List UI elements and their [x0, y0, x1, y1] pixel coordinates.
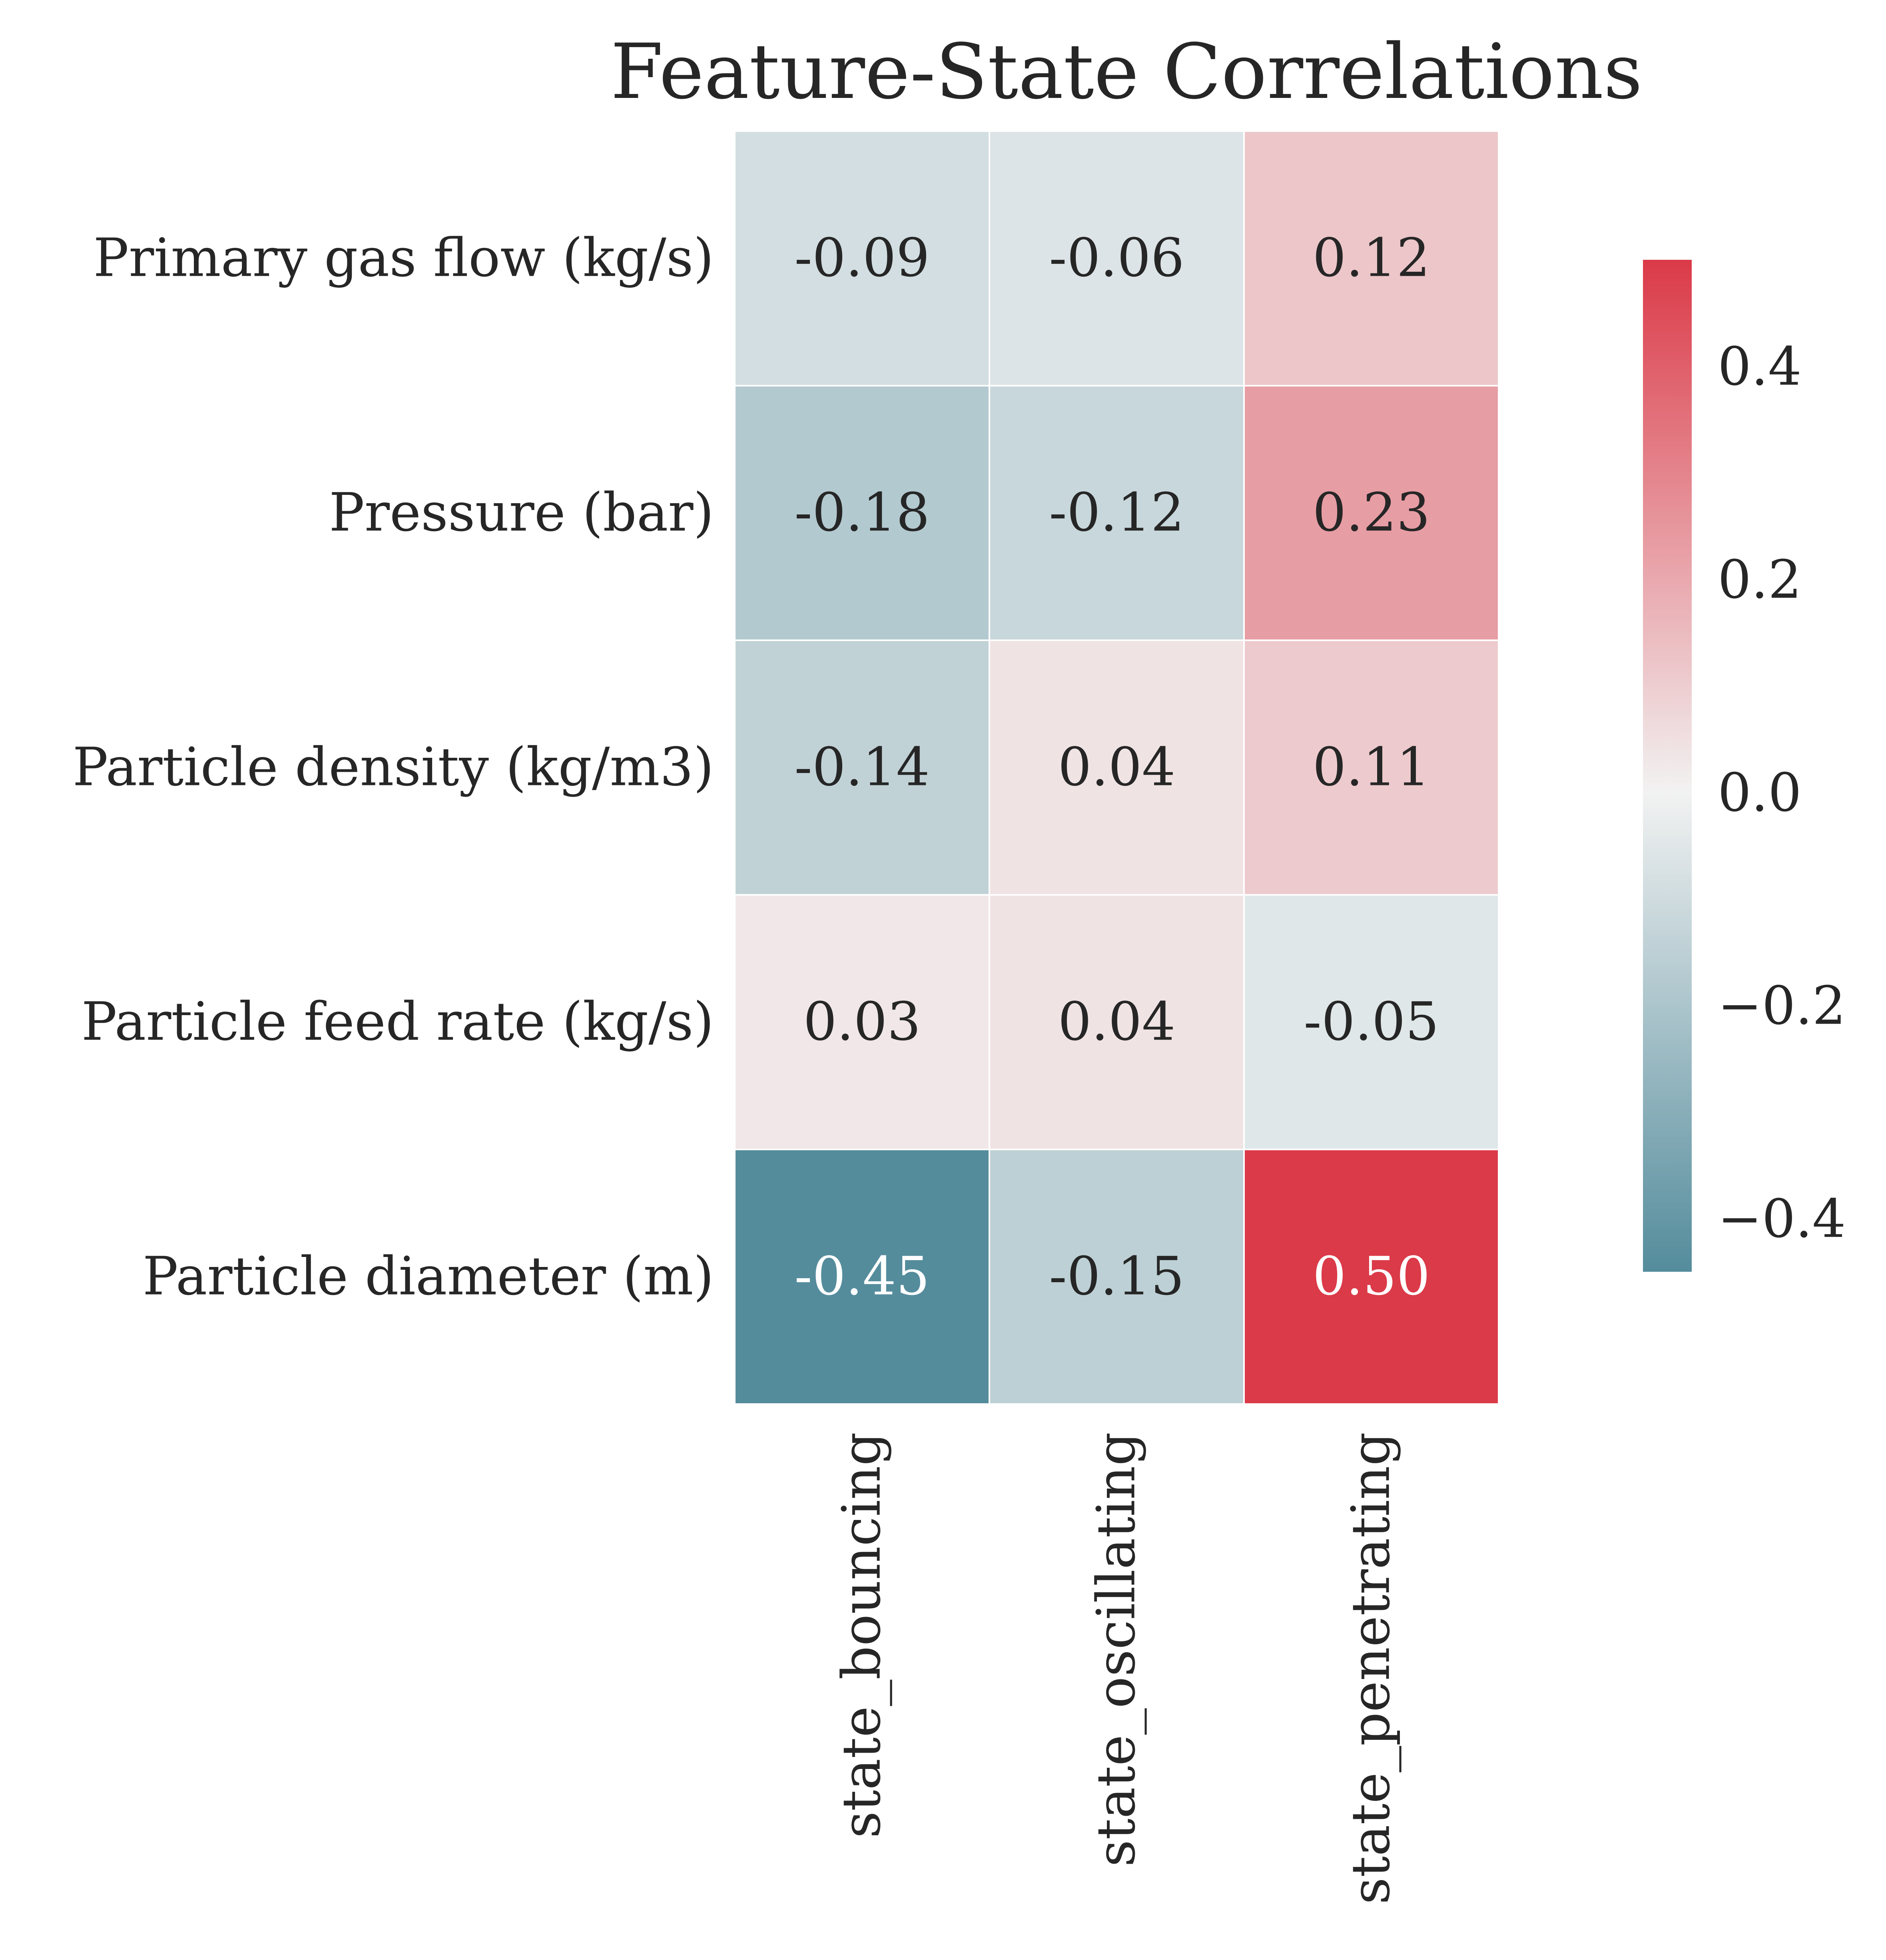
heatmap-cell: [1243, 130, 1499, 386]
cell-value-label: 0.04: [1058, 737, 1176, 798]
heatmap-cell: [734, 639, 990, 896]
heatmap-cells: [734, 130, 1499, 1405]
colorbar-tick-label: −0.2: [1718, 975, 1846, 1037]
column-labels: state_bouncing state_oscillating state_pen…: [831, 1432, 1402, 1904]
heatmap-cell: [989, 1149, 1245, 1405]
cell-value-label: -0.45: [794, 1246, 930, 1307]
heatmap-cell: [734, 385, 990, 641]
heatmap-cell: [734, 1149, 990, 1405]
chart-title: Feature-State Correlations: [610, 28, 1643, 116]
row-labels: Primary gas flow (kg/s) Pressure (bar) Par…: [73, 227, 714, 1307]
cell-value-label: -0.18: [794, 482, 930, 544]
cell-value-label: -0.12: [1049, 482, 1184, 544]
heatmap-cell: [1243, 894, 1499, 1150]
row-label-particle-feed-rate-kg-s: Particle feed rate (kg/s): [82, 991, 714, 1053]
heatmap-cell: [1243, 385, 1499, 641]
cell-value-label: 0.23: [1313, 482, 1430, 544]
column-label-state-penetrating: state_penetrating: [1340, 1432, 1402, 1904]
heatmap-cell: [1243, 1149, 1499, 1405]
heatmap-cell: [989, 639, 1245, 896]
row-label-particle-density-kg-m3: Particle density (kg/m3): [73, 737, 714, 798]
colorbar-tick-label: −0.4: [1718, 1188, 1846, 1250]
colorbar-gradient: [1643, 260, 1692, 1272]
cell-value-label: 0.11: [1313, 737, 1430, 798]
row-label-primary-gas-flow-kg-s: Primary gas flow (kg/s): [93, 227, 714, 289]
heatmap-cell-labels: -0.09 -0.06 0.12 -0.18 -0.12 0.23 -0.14 0.04 0.1…: [794, 227, 1439, 1307]
colorbar: 0.4 0.2 0.0 −0.2 −0.4: [1643, 260, 1846, 1272]
cell-value-label: -0.05: [1304, 991, 1439, 1053]
colorbar-tick-label: 0.4: [1718, 336, 1802, 398]
heatmap-cell: [989, 385, 1245, 641]
heatmap-cell: [734, 130, 990, 386]
cell-value-label: -0.06: [1049, 227, 1184, 289]
row-label-pressure-bar: Pressure (bar): [329, 482, 714, 544]
cell-value-label: -0.15: [1049, 1246, 1184, 1307]
cell-value-label: -0.14: [794, 737, 930, 798]
cell-value-label: -0.09: [794, 227, 930, 289]
column-label-state-bouncing: state_bouncing: [831, 1432, 893, 1838]
heatmap-cell: [734, 894, 990, 1150]
cell-value-label: 0.50: [1313, 1246, 1430, 1307]
colorbar-tick-label: 0.0: [1718, 762, 1802, 824]
heatmap-cell: [989, 130, 1245, 386]
colorbar-tick-label: 0.2: [1718, 549, 1802, 611]
row-label-particle-diameter-m: Particle diameter (m): [143, 1246, 714, 1307]
cell-value-label: 0.03: [803, 991, 921, 1053]
column-label-state-oscillating: state_oscillating: [1086, 1432, 1147, 1867]
cell-value-label: 0.04: [1058, 991, 1176, 1053]
cell-value-label: 0.12: [1313, 227, 1430, 289]
